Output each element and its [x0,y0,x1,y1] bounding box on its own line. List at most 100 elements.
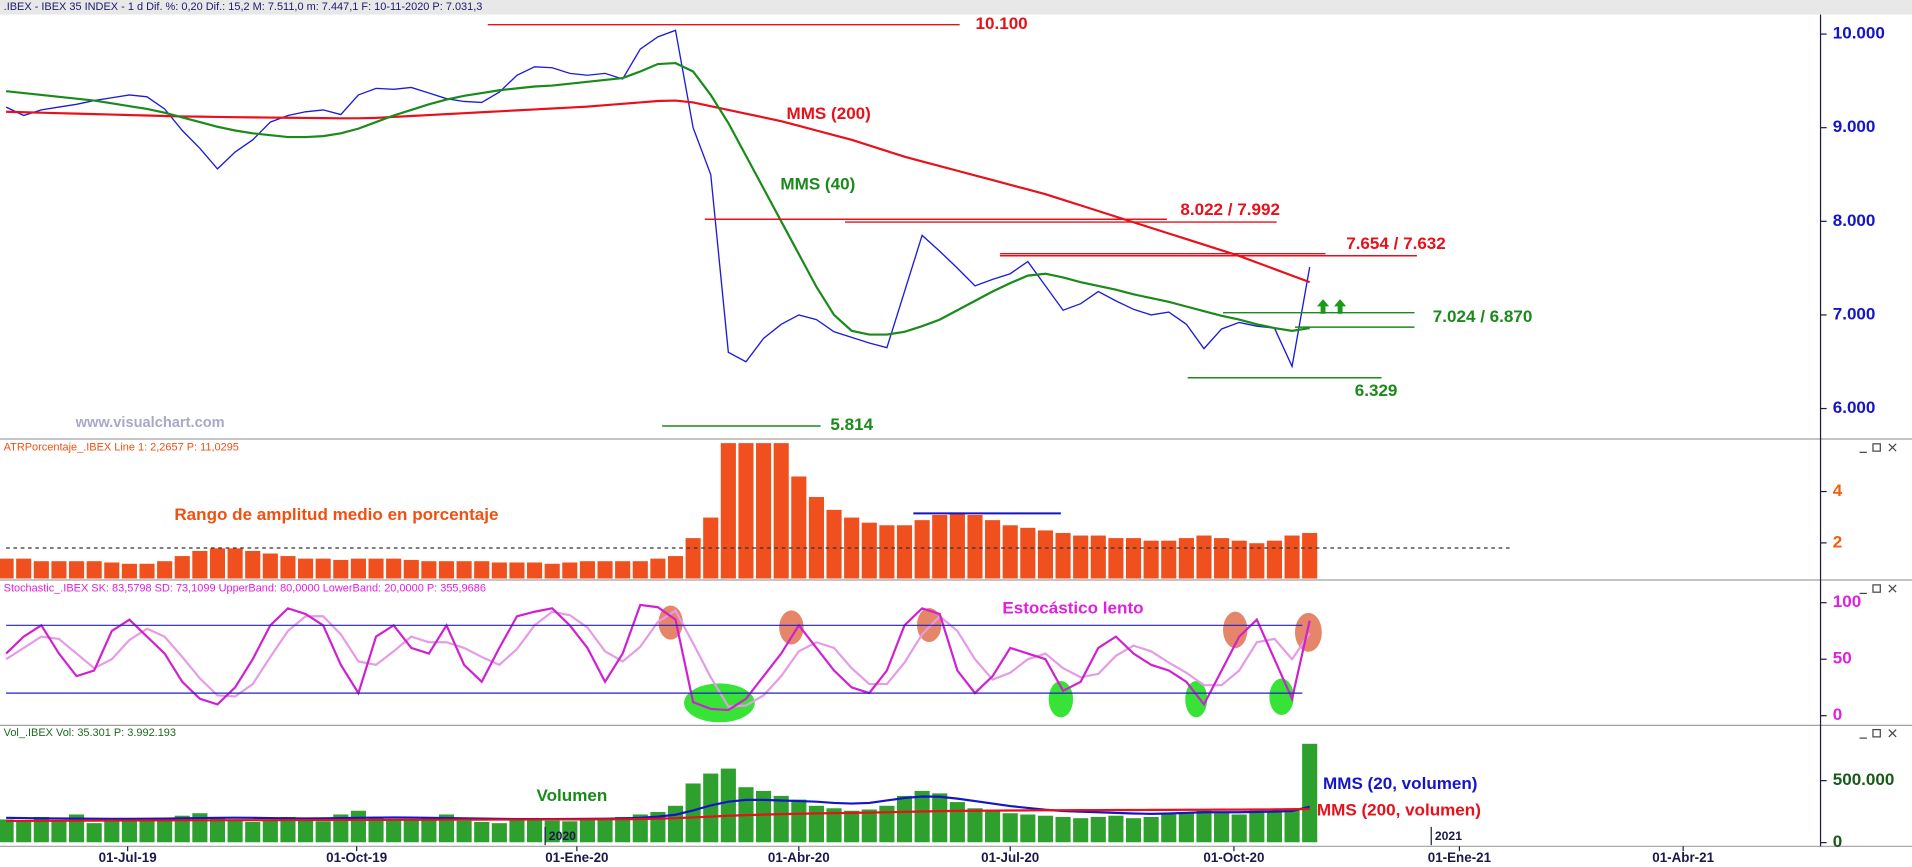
bar [984,810,1001,843]
bar [1125,537,1142,579]
bar [121,563,138,579]
bar [33,816,50,843]
bar [244,550,262,579]
bar [949,801,966,843]
bar [561,561,579,579]
bar [0,818,15,843]
bar [244,821,262,843]
panel [0,442,1318,579]
bar [1142,539,1160,579]
annotation: Volumen [537,786,608,805]
bar [1213,812,1230,843]
bar [508,818,526,843]
bar [825,509,843,579]
bar [1019,527,1037,579]
bar [772,442,790,579]
bar [825,807,843,843]
bar [755,790,772,843]
series-label: MMS (40) [780,174,855,193]
y-tick-label: 100 [1833,592,1861,611]
series-label: MMS (200) [787,104,871,123]
level-label: 10.100 [976,14,1028,33]
bar [878,524,896,579]
bar [0,557,15,579]
year-label: 2021 [1435,829,1462,843]
y-tick-label: 10.000 [1833,24,1885,43]
bar [966,807,984,843]
bar [526,561,543,579]
bar [1142,816,1160,843]
bar [138,563,156,579]
bar [279,816,297,843]
bar [402,559,420,579]
bar [1072,534,1089,579]
y-tick-label: 500.000 [1833,770,1895,789]
bar [1301,532,1318,579]
bar [173,555,191,579]
y-tick-label: 9.000 [1833,117,1876,136]
bar [579,819,596,843]
bar [262,552,279,579]
bar [737,442,755,579]
bar [85,822,103,843]
level-label: 7.654 / 7.632 [1346,234,1446,253]
x-tick-label: 01-Abr-20 [768,850,830,865]
panel-header: Vol_.IBEX Vol: 35.301 P: 3.992.193 [4,727,176,739]
bar [138,820,156,843]
x-tick-label: 01-Jul-20 [981,850,1039,865]
bar [350,557,367,579]
bar [1125,817,1142,843]
bar [350,810,367,843]
annotation: Estocástico lento [1002,599,1143,618]
bar [1054,816,1072,843]
bar [402,819,420,843]
panel [0,743,1318,843]
bar [1248,542,1266,579]
bar [720,442,737,579]
bar [1107,537,1125,579]
bar [1230,539,1248,579]
x-tick-label: 01-Abr-21 [1652,850,1714,865]
bar [913,519,931,579]
bar [949,511,966,579]
bar [1001,524,1019,579]
bar [385,818,402,843]
level-label: 7.024 / 6.870 [1433,307,1533,326]
x-tick-label: 01-Oct-19 [326,850,387,865]
bar [173,814,191,843]
window-controls [1859,443,1897,739]
bar [1160,539,1178,579]
bar [1178,537,1195,579]
bar [631,560,649,579]
bar [684,537,702,579]
series-line [6,99,1311,284]
series-line [6,807,1310,823]
bar [720,767,737,843]
bar [984,519,1001,579]
bar [878,805,896,843]
bar [1089,816,1107,843]
bar [191,550,209,579]
x-tick-label: 01-Jul-19 [99,850,157,865]
series-label: MMS (200, volumen) [1317,801,1481,820]
y-tick-label: 7.000 [1833,304,1876,323]
bar [508,561,526,579]
bar [631,813,649,843]
title-bar [0,0,1912,15]
bar [156,818,173,843]
bar [209,547,226,579]
bar [50,560,68,579]
bar [226,547,244,579]
level-label: 6.329 [1355,381,1398,400]
bar [15,557,33,579]
series-line [5,29,1311,369]
panel-header: .IBEX - IBEX 35 INDEX - 1 d Dif. %: 0,20… [4,1,483,13]
bar [1072,817,1089,843]
bar [543,563,561,579]
series-label: MMS (20, volumen) [1323,774,1477,793]
bar [843,810,860,843]
bar [614,816,631,843]
level-label: 8.022 / 7.992 [1180,200,1280,219]
bar [896,795,913,843]
